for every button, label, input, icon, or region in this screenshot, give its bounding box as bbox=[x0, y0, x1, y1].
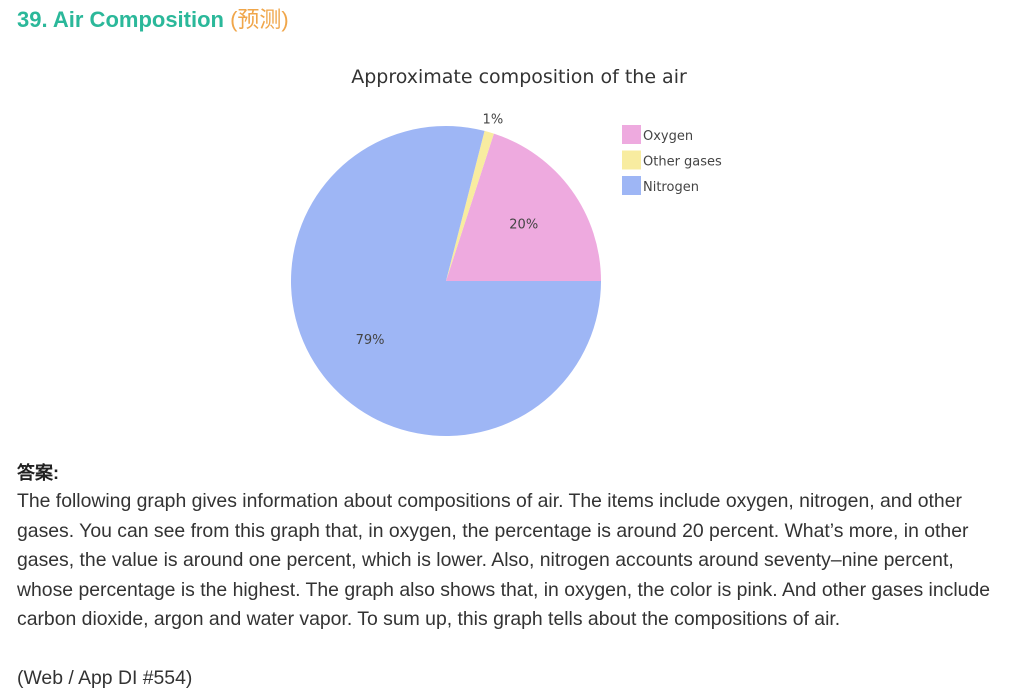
pie-chart-svg: Approximate composition of the air 20% 1%… bbox=[291, 66, 722, 437]
prediction-tag: (预测) bbox=[230, 7, 289, 32]
chart-legend: Oxygen Other gases Nitrogen bbox=[622, 125, 722, 195]
chart-title: Approximate composition of the air bbox=[351, 66, 687, 88]
source-reference: (Web / App DI #554) bbox=[17, 667, 193, 689]
pie-slice-labels: 20% 1% 79% bbox=[356, 113, 539, 348]
legend-swatch bbox=[622, 176, 641, 195]
slice-label-oxygen: 20% bbox=[509, 218, 538, 233]
slice-label-nitrogen: 79% bbox=[356, 333, 385, 348]
legend-label: Other gases bbox=[643, 155, 722, 170]
pie-slice-oxygen bbox=[446, 133, 601, 281]
legend-item-other-gases: Other gases bbox=[622, 150, 722, 170]
pie-slice-nitrogen bbox=[291, 126, 601, 437]
slice-label-other-gases: 1% bbox=[483, 113, 504, 128]
pie-slice-other-gases bbox=[446, 130, 494, 281]
answer-text: The following graph gives information ab… bbox=[17, 487, 1009, 635]
legend-item-oxygen: Oxygen bbox=[622, 125, 693, 144]
answer-label: 答案: bbox=[17, 463, 59, 483]
page-title: 39. Air Composition bbox=[17, 7, 224, 32]
page-heading: 39. Air Composition (预测) bbox=[17, 2, 289, 34]
pie-chart: Approximate composition of the air 20% 1%… bbox=[0, 50, 1013, 450]
legend-item-nitrogen: Nitrogen bbox=[622, 176, 699, 195]
answer-paragraph: The following graph gives information ab… bbox=[17, 490, 991, 630]
legend-label: Oxygen bbox=[643, 129, 693, 144]
legend-label: Nitrogen bbox=[643, 180, 699, 195]
legend-swatch bbox=[622, 150, 641, 170]
pie-slices bbox=[291, 126, 601, 437]
legend-swatch bbox=[622, 125, 641, 144]
